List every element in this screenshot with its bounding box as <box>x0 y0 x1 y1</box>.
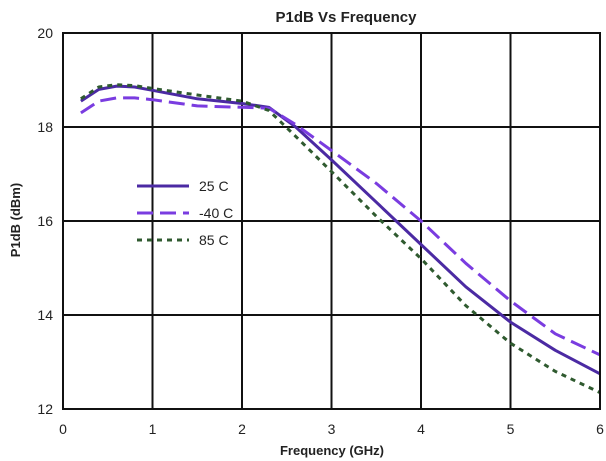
x-tick-label: 6 <box>596 421 604 437</box>
x-tick-label: 0 <box>59 421 67 437</box>
y-tick-label: 14 <box>37 307 53 323</box>
series-lines <box>80 83 601 394</box>
plot-border <box>62 32 601 410</box>
legend: 25 C -40 C 85 C <box>137 178 233 248</box>
series-line <box>80 84 601 376</box>
legend-label: 85 C <box>199 232 229 248</box>
series-line <box>80 96 601 357</box>
legend-label: 25 C <box>199 178 229 194</box>
x-tick-label: 4 <box>417 421 425 437</box>
y-tick-label: 16 <box>37 213 53 229</box>
x-tick-label: 2 <box>238 421 246 437</box>
y-tick-label: 20 <box>37 25 53 41</box>
x-tick-label: 3 <box>328 421 336 437</box>
x-axis-title: Frequency (GHz) <box>280 443 384 458</box>
y-tick-label: 18 <box>37 119 53 135</box>
y-tick-label: 12 <box>37 401 53 417</box>
chart-title: P1dB Vs Frequency <box>276 9 418 26</box>
x-tick-label: 1 <box>149 421 157 437</box>
series-line <box>80 83 601 394</box>
x-tick-label: 5 <box>507 421 515 437</box>
legend-label: -40 C <box>199 205 233 221</box>
y-axis-title: P1dB (dBm) <box>8 183 23 257</box>
